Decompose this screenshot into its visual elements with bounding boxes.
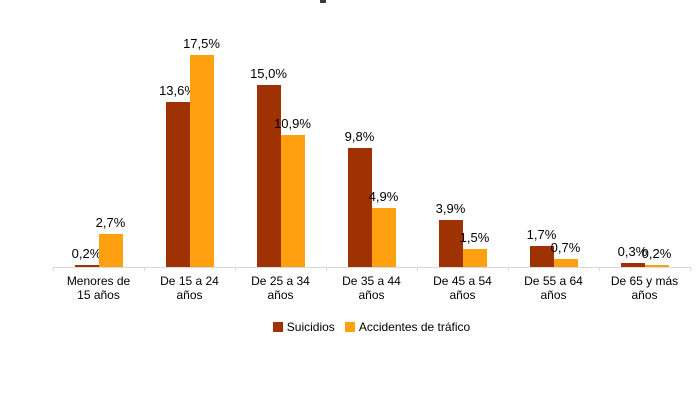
data-label: 10,9% (274, 115, 311, 131)
category-label: De 55 a 64 años (508, 274, 599, 302)
bar-suicidios (529, 246, 554, 267)
category-label: De 65 y más años (599, 274, 690, 302)
title-fragment (320, 0, 326, 3)
category-label-line: años (540, 288, 567, 302)
data-label: 9,8% (344, 129, 375, 145)
category-label-line: De 15 a 24 (160, 274, 219, 288)
data-label: 0,7% (550, 239, 581, 255)
axis-tick (690, 267, 691, 271)
legend: Suicidios Accidentes de tráfico (53, 320, 690, 334)
bar-accidentes (553, 258, 578, 267)
category-label-line: años (358, 288, 385, 302)
category-label: De 35 a 44 años (326, 274, 417, 302)
category-label-line: De 55 a 64 (524, 274, 583, 288)
bar-group: 0,3% 0,2% (599, 55, 690, 267)
axis-tick (235, 267, 236, 271)
bar-accidentes (371, 207, 396, 267)
axis-tick (508, 267, 509, 271)
axis-tick (144, 267, 145, 271)
legend-label: Suicidios (286, 320, 335, 334)
data-label: 2,7% (95, 215, 126, 231)
bar-suicidios (256, 85, 281, 267)
legend-item: Suicidios (272, 320, 335, 334)
category-label-line: 15 años (77, 288, 120, 302)
bar-suicidios (347, 148, 372, 267)
category-label-line: De 35 a 44 (342, 274, 401, 288)
data-label: 0,2% (71, 245, 102, 261)
category-label: De 25 a 34 años (235, 274, 326, 302)
category-label-line: Menores de (66, 274, 131, 288)
category-label-line: años (449, 288, 476, 302)
category-label-line: años (631, 288, 658, 302)
category-label: Menores de 15 años (53, 274, 144, 302)
data-label: 15,0% (250, 66, 287, 82)
bar-group: 3,9% 1,5% (417, 55, 508, 267)
data-label: 1,5% (459, 229, 490, 245)
data-label: 4,9% (368, 188, 399, 204)
bar-accidentes (462, 248, 487, 267)
axis-tick (326, 267, 327, 271)
category-label-line: De 45 a 54 (433, 274, 492, 288)
axis-tick (417, 267, 418, 271)
bar-suicidios (620, 263, 645, 267)
category-label-line: De 65 y más (610, 274, 679, 288)
data-label: 13,6% (159, 83, 196, 99)
data-label: 3,9% (435, 200, 466, 216)
bar-group: 0,2% 2,7% (53, 55, 144, 267)
data-label: 0,2% (641, 245, 672, 261)
category-label-line: años (176, 288, 203, 302)
bar-group: 15,0% 10,9% (235, 55, 326, 267)
data-label: 0,3% (617, 244, 648, 260)
category-label-line: años (267, 288, 294, 302)
legend-swatch-icon (272, 322, 283, 332)
bar-suicidios (74, 264, 99, 267)
bar-accidentes (189, 55, 214, 267)
bar-accidentes (644, 264, 669, 267)
data-label: 1,7% (526, 227, 557, 243)
bar-group: 13,6% 17,5% (144, 36, 235, 267)
axis-tick (53, 267, 54, 271)
x-axis-line (53, 267, 690, 268)
plot-area: 0,2% 2,7% 13,6% 17,5% 15,0% 10,9% 9,8% 4,9% 3,9%… (53, 36, 690, 267)
legend-label: Accidentes de tráfico (358, 320, 471, 334)
bar-accidentes (98, 234, 123, 267)
bar-group: 1,7% 0,7% (508, 55, 599, 267)
bar-group: 9,8% 4,9% (326, 55, 417, 267)
bar-accidentes (280, 134, 305, 267)
category-label: De 45 a 54 años (417, 274, 508, 302)
legend-swatch-icon (344, 322, 355, 332)
bar-suicidios (438, 219, 463, 267)
legend-item: Accidentes de tráfico (344, 320, 471, 334)
category-label-line: De 25 a 34 (251, 274, 310, 288)
category-label: De 15 a 24 años (144, 274, 235, 302)
axis-tick (599, 267, 600, 271)
data-label: 17,5% (183, 36, 220, 51)
bar-suicidios (165, 102, 190, 267)
